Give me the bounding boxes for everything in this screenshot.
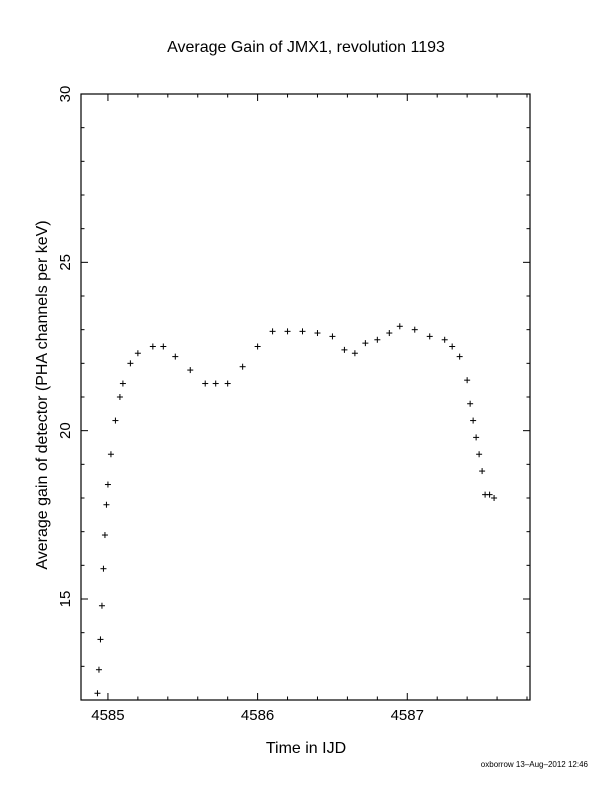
data-point	[119, 380, 126, 387]
data-point	[486, 491, 493, 498]
data-point	[97, 636, 104, 643]
data-point	[172, 353, 179, 360]
data-point	[464, 377, 471, 384]
data-point	[341, 346, 348, 353]
y-tick-label: 25	[57, 254, 74, 271]
data-point	[269, 328, 276, 335]
data-point	[299, 328, 306, 335]
data-point	[103, 501, 110, 508]
data-point	[362, 340, 369, 347]
data-point	[351, 350, 358, 357]
data-point	[470, 417, 477, 424]
data-point	[134, 350, 141, 357]
x-axis-ticks: 4585 4586 4587	[91, 94, 528, 724]
x-axis-label: Time in IJD	[266, 740, 346, 757]
data-point	[160, 343, 167, 350]
data-point	[467, 400, 474, 407]
data-point	[374, 336, 381, 343]
x-tick-label: 4586	[241, 707, 274, 724]
data-point	[212, 380, 219, 387]
data-point	[284, 328, 291, 335]
data-point	[149, 343, 156, 350]
data-point	[491, 495, 498, 501]
data-point	[202, 380, 209, 387]
plot-frame	[80, 93, 531, 701]
data-point	[187, 367, 194, 374]
data-point	[101, 532, 108, 539]
data-point	[476, 451, 483, 458]
data-point	[329, 333, 336, 340]
data-point	[386, 330, 393, 337]
data-point	[94, 690, 101, 697]
data-point	[479, 468, 486, 475]
data-point	[224, 380, 231, 387]
data-point	[254, 343, 261, 350]
data-point	[104, 481, 111, 488]
data-point	[411, 326, 418, 333]
data-points	[94, 323, 498, 697]
footer-credit: oxborrow 13–Aug–2012 12:46	[481, 760, 589, 769]
data-point	[239, 363, 246, 370]
data-point	[127, 360, 134, 367]
data-point	[100, 565, 107, 572]
data-point	[396, 323, 403, 330]
y-axis-label: Average gain of detector (PHA channels p…	[34, 220, 51, 569]
x-tick-label: 4587	[391, 707, 424, 724]
y-axis-ticks: 15 20 25 30	[57, 86, 530, 701]
data-point	[456, 353, 463, 360]
data-point	[449, 343, 456, 350]
data-point	[426, 333, 433, 340]
data-point	[473, 434, 480, 441]
y-tick-label: 15	[57, 591, 74, 608]
y-tick-label: 20	[57, 422, 74, 439]
data-point	[98, 602, 105, 609]
data-point	[441, 336, 448, 343]
data-point	[116, 394, 123, 400]
data-point	[314, 330, 321, 337]
y-tick-label: 30	[57, 86, 74, 103]
x-tick-label: 4585	[91, 707, 124, 724]
data-point	[112, 417, 119, 424]
data-point	[107, 451, 114, 458]
chart-title: Average Gain of JMX1, revolution 1193	[167, 39, 445, 56]
data-point	[95, 666, 102, 673]
